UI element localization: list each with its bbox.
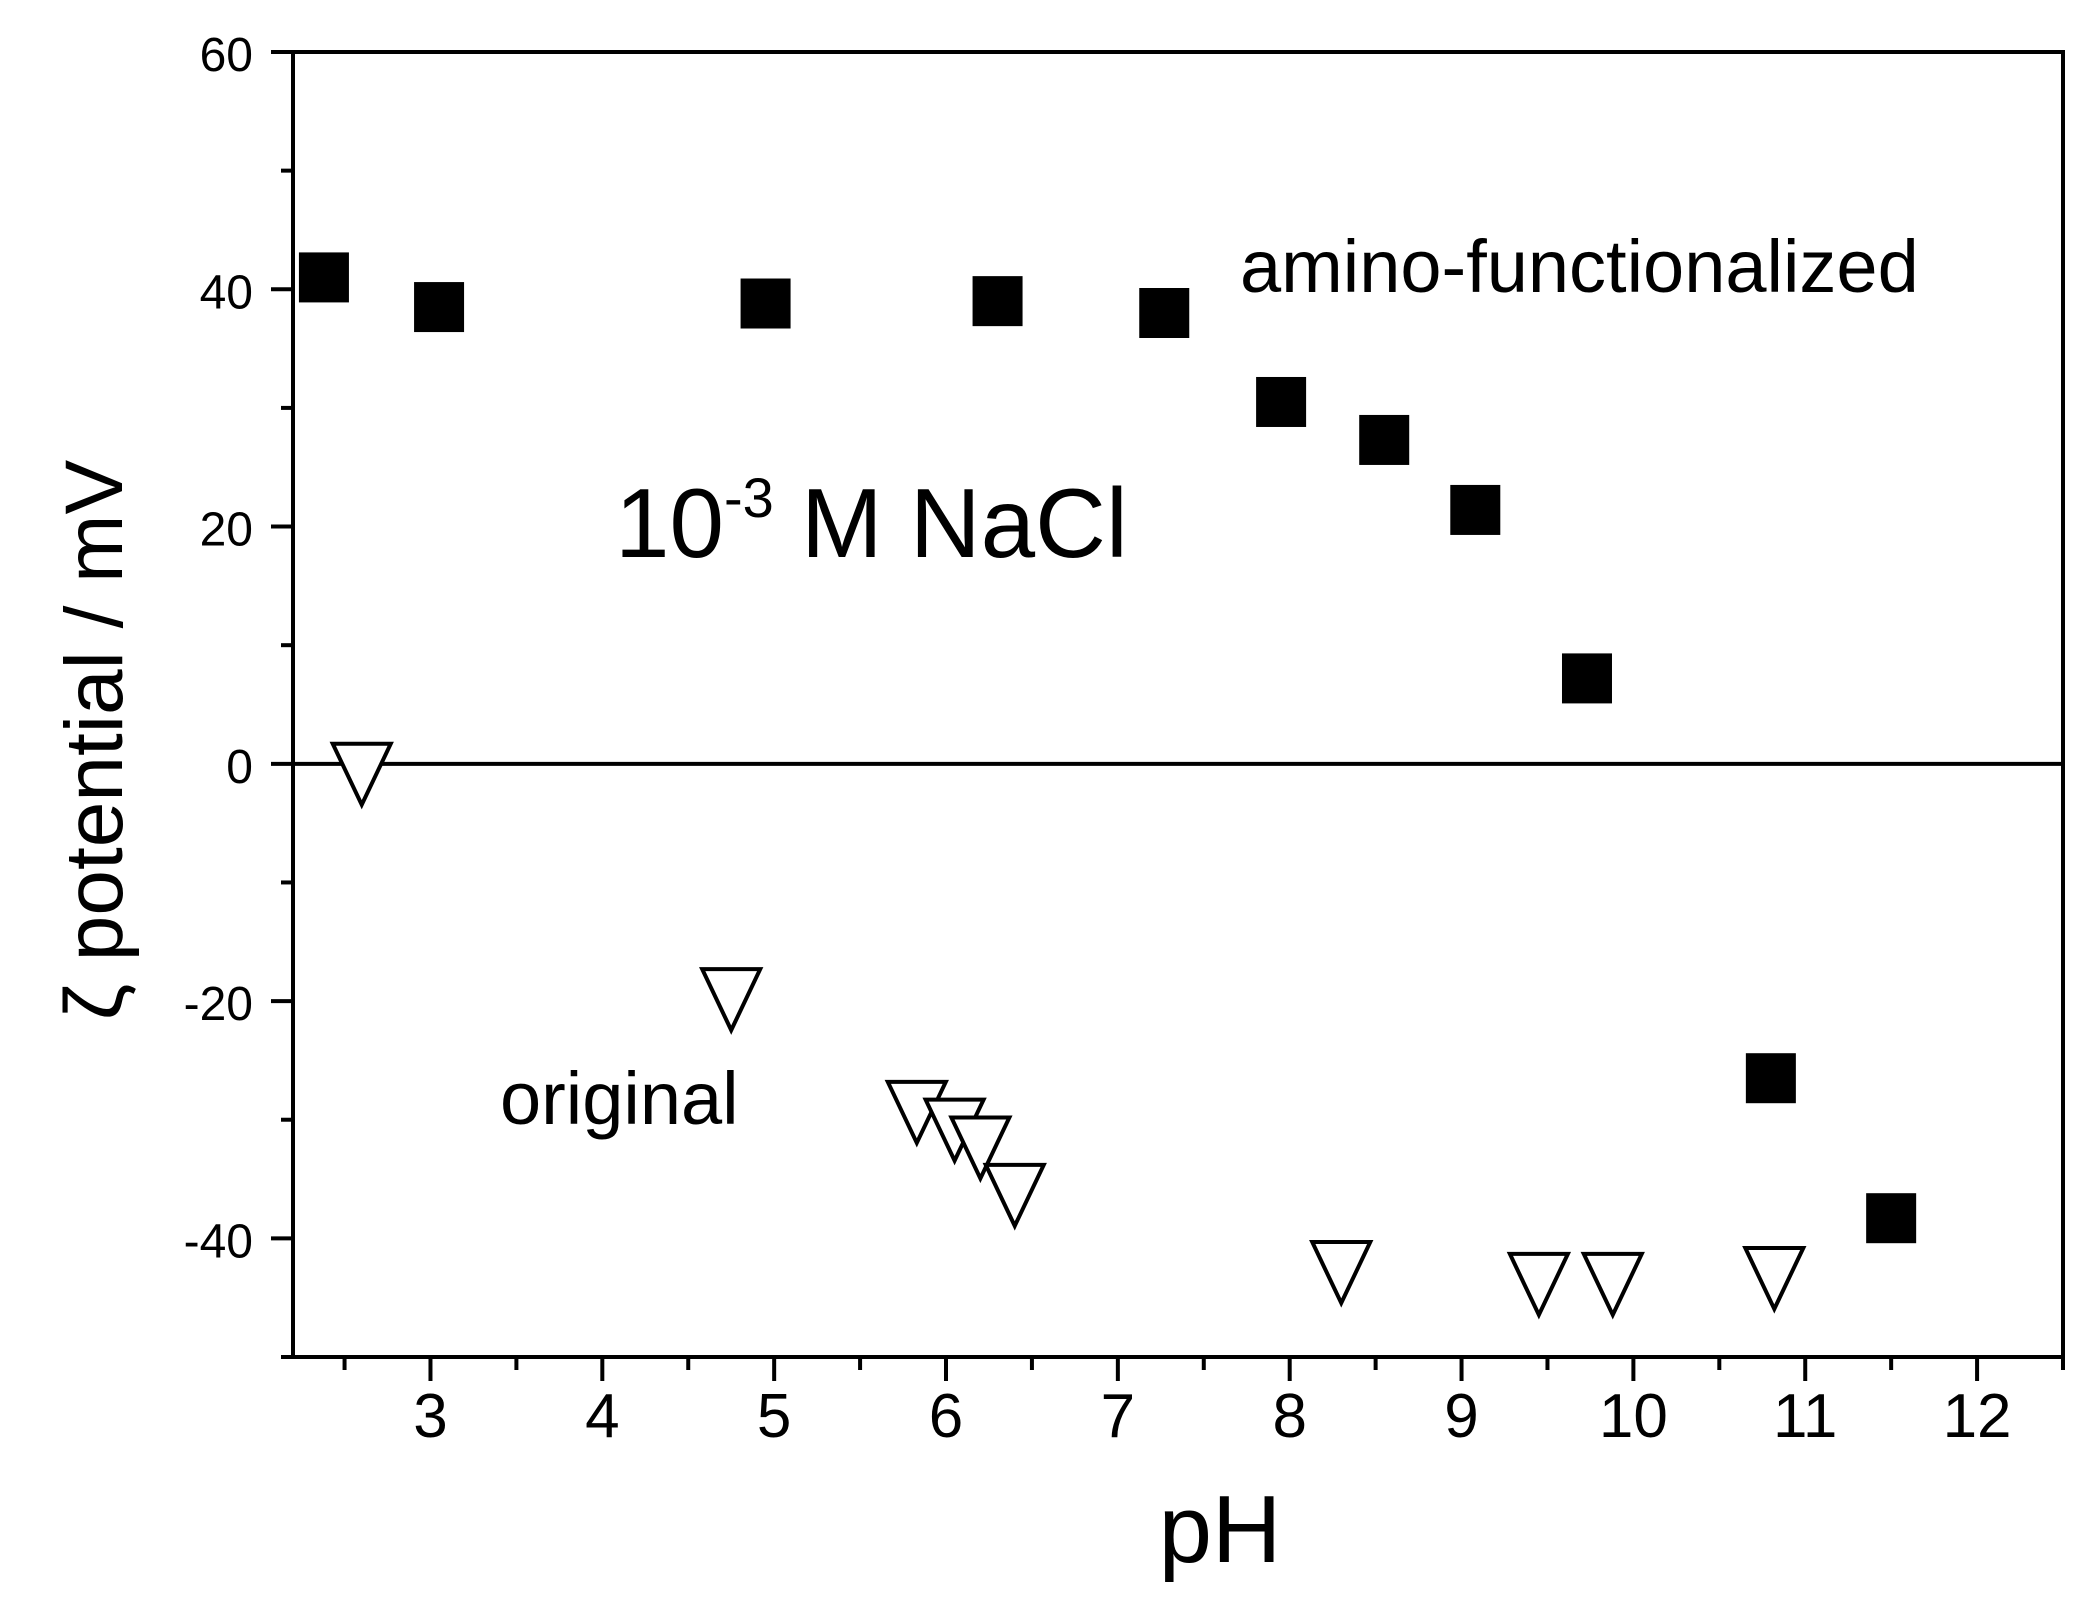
triangle-marker	[1309, 1240, 1374, 1308]
y-axis-ticks: -40 -20 0 20 40 60	[184, 29, 293, 1359]
y-tick-label: -40	[184, 1215, 253, 1268]
annotation-salt-concentration: 10-3 M NaCl	[615, 466, 1128, 578]
triangle-marker	[1742, 1245, 1807, 1314]
annotation-amino-functionalized: amino-functionalized	[1240, 225, 1919, 308]
square-marker	[1745, 1053, 1796, 1104]
y-tick-label: 60	[200, 29, 253, 82]
triangle-marker	[982, 1162, 1047, 1231]
triangle-marker	[948, 1115, 1013, 1184]
square-marker	[1561, 653, 1612, 704]
x-tick-label: 8	[1272, 1382, 1306, 1451]
triangle-marker	[329, 741, 394, 810]
square-marker	[972, 276, 1023, 327]
triangle-marker	[1580, 1251, 1645, 1320]
x-tick-label: 9	[1444, 1382, 1478, 1451]
square-marker	[1256, 376, 1307, 427]
x-axis-title: pH	[1159, 1476, 1282, 1583]
x-axis-ticks: 3 4 5 6 7 8 9 10 11 12	[342, 1357, 2065, 1451]
triangle-marker	[699, 967, 764, 1035]
annotation-original: original	[500, 1057, 739, 1140]
square-marker	[1139, 288, 1190, 338]
square-marker	[1866, 1193, 1917, 1244]
salt-base: 10	[615, 468, 724, 578]
plot-frame	[291, 50, 2065, 1359]
y-axis-title: ζ potential / mV	[49, 460, 140, 1021]
square-marker	[414, 282, 465, 333]
salt-exponent: -3	[724, 466, 774, 529]
square-marker	[298, 252, 349, 303]
square-marker	[740, 278, 791, 329]
x-tick-label: 4	[585, 1382, 619, 1451]
x-tick-label: 10	[1599, 1382, 1668, 1451]
square-marker	[1359, 414, 1410, 465]
salt-rest: M NaCl	[774, 468, 1128, 578]
plot-border	[291, 50, 2065, 1359]
x-tick-label: 5	[757, 1382, 791, 1451]
y-tick-label: 40	[200, 266, 253, 319]
y-tick-label: -20	[184, 978, 253, 1031]
x-tick-label: 7	[1101, 1382, 1135, 1451]
triangle-marker	[1506, 1251, 1572, 1320]
x-tick-label: 3	[413, 1382, 447, 1451]
y-tick-label: 0	[226, 741, 253, 794]
x-tick-label: 12	[1943, 1382, 2012, 1451]
x-tick-label: 11	[1773, 1382, 1837, 1451]
data-markers	[298, 252, 1917, 1320]
square-marker	[1450, 484, 1501, 535]
x-tick-label: 6	[929, 1382, 963, 1451]
y-tick-label: 20	[200, 504, 253, 557]
